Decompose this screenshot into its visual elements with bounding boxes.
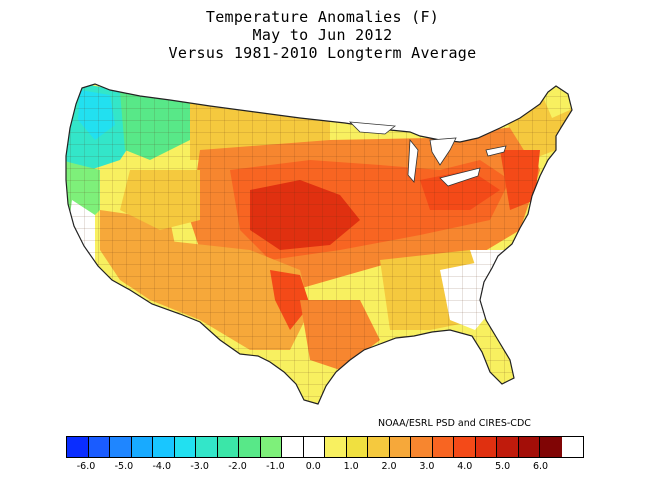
legend-tick-label: -4.0 — [152, 461, 172, 472]
legend-swatch — [88, 437, 110, 457]
us-outline — [65, 83, 573, 405]
color-scale: -6.0 -5.0 -4.0 -3.0 -2.0 -1.0 0.0 1.0 2.0 3.0 4.0 5… — [66, 436, 584, 474]
legend-swatch — [432, 437, 454, 457]
lake-huron — [429, 137, 457, 166]
anomaly-fill — [66, 84, 572, 404]
legend-swatch — [411, 437, 433, 457]
legend-tick-label: -1.0 — [266, 461, 285, 472]
color-scale-ticks: -6.0 -5.0 -4.0 -3.0 -2.0 -1.0 0.0 1.0 2.0 3.0 4.0 5… — [66, 458, 584, 474]
legend-tick-label: -2.0 — [228, 461, 247, 472]
lake-ontario — [485, 145, 507, 157]
legend-tick-label: -6.0 — [76, 461, 96, 472]
map-title: Temperature Anomalies (F) — [205, 8, 440, 26]
legend-swatch — [260, 437, 282, 457]
map-baseline: Versus 1981-2010 Longterm Average — [168, 44, 477, 62]
legend-tick-label: 3.0 — [419, 461, 435, 472]
legend-swatch — [497, 437, 519, 457]
legend-swatch — [368, 437, 390, 457]
legend-swatch — [217, 437, 239, 457]
legend-swatch — [110, 437, 132, 457]
legend-swatch — [282, 437, 304, 457]
legend-swatch — [196, 437, 218, 457]
legend-swatch — [475, 437, 497, 457]
legend-swatch — [67, 437, 89, 457]
legend-swatch — [239, 437, 261, 457]
legend-swatch — [325, 437, 347, 457]
map-title-block: Temperature Anomalies (F) May to Jun 201… — [0, 8, 645, 62]
map-period: May to Jun 2012 — [252, 26, 393, 44]
legend-swatch — [454, 437, 476, 457]
legend-tick-label: -3.0 — [190, 461, 209, 472]
lake-superior — [348, 121, 397, 135]
legend-tick-label: 1.0 — [343, 461, 359, 472]
legend-swatch — [518, 437, 540, 457]
legend-swatch — [303, 437, 325, 457]
legend-tick-label: 4.0 — [457, 461, 473, 472]
lake-erie — [439, 167, 481, 187]
legend-tick-label: 5.0 — [495, 461, 511, 472]
legend-tick-label: 2.0 — [381, 461, 397, 472]
legend-swatch — [540, 437, 562, 457]
legend-swatch — [153, 437, 175, 457]
legend-tick-label: 0.0 — [305, 461, 321, 472]
legend-swatch — [346, 437, 368, 457]
data-credit: NOAA/ESRL PSD and CIRES-CDC — [378, 418, 531, 429]
legend-tick-label: 6.0 — [532, 461, 549, 472]
legend-swatch — [389, 437, 411, 457]
us-anomaly-map — [65, 83, 573, 405]
lake-michigan — [407, 138, 419, 183]
legend-swatch — [174, 437, 196, 457]
legend-swatch — [131, 437, 153, 457]
legend-tick-label: -5.0 — [114, 461, 134, 472]
color-scale-bar — [66, 436, 584, 458]
